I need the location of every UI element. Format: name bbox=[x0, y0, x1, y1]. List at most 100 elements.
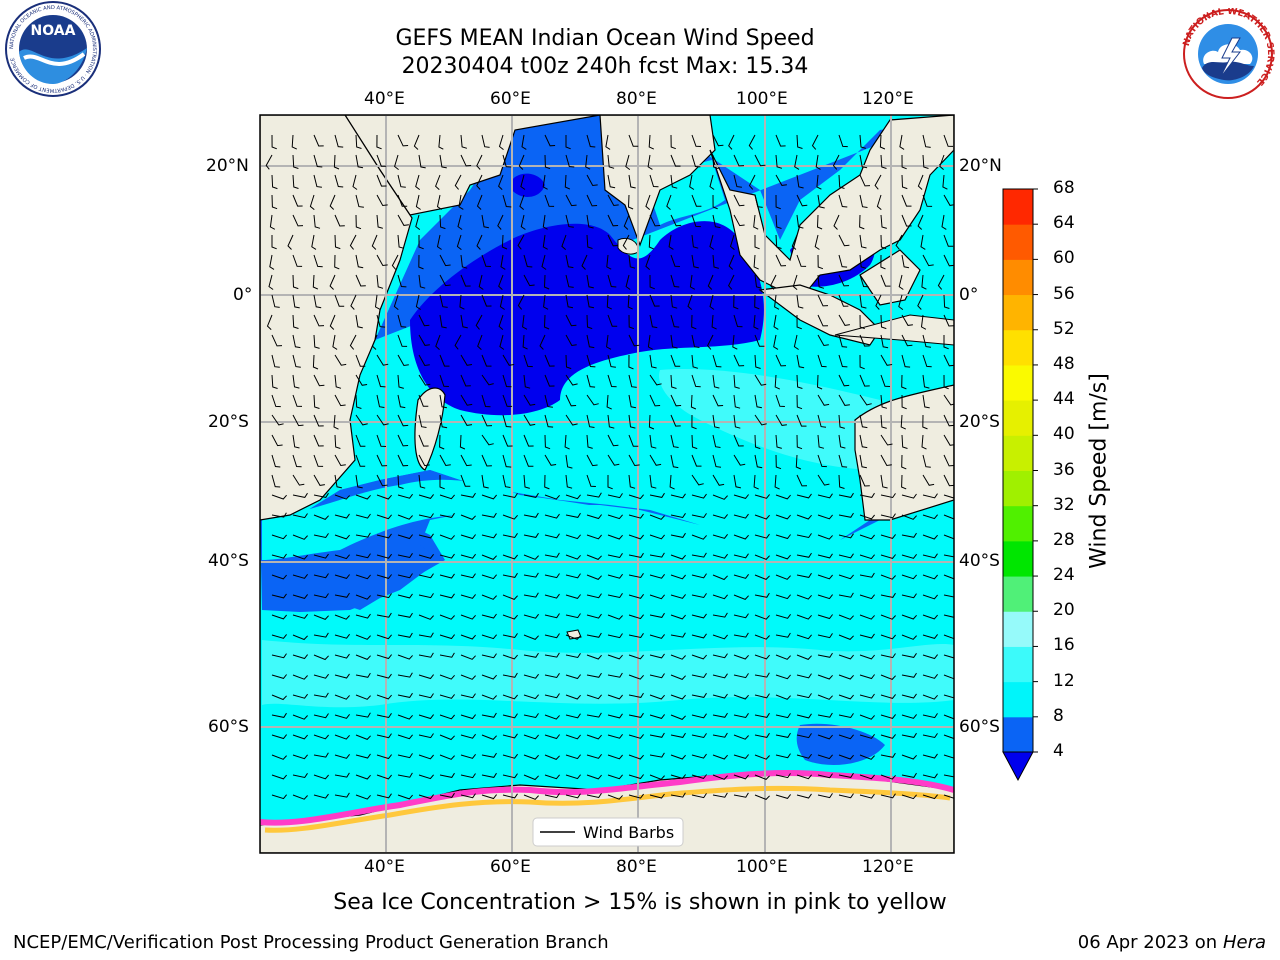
wind-barb bbox=[859, 274, 869, 288]
wind-barb bbox=[355, 134, 362, 149]
wind-barb bbox=[313, 632, 329, 638]
wind-barb bbox=[586, 374, 596, 388]
wind-barb bbox=[334, 394, 346, 407]
wind-barb bbox=[271, 634, 287, 639]
wind-barb bbox=[313, 654, 329, 661]
wind-barb bbox=[355, 394, 362, 409]
wind-barb bbox=[691, 314, 697, 330]
wind-barb bbox=[649, 534, 665, 540]
wind-barb bbox=[796, 434, 803, 450]
wind-barb bbox=[922, 394, 930, 409]
wind-barb bbox=[292, 654, 308, 660]
wind-barb bbox=[481, 414, 493, 427]
wind-barb bbox=[499, 334, 505, 350]
wind-barb bbox=[313, 214, 321, 229]
wind-barb bbox=[691, 673, 707, 679]
wind-barb bbox=[901, 194, 912, 207]
wind-barb bbox=[606, 254, 612, 270]
wind-barb bbox=[334, 633, 350, 639]
wind-barb bbox=[542, 234, 548, 250]
wind-barb bbox=[880, 614, 896, 620]
wind-barb bbox=[901, 732, 917, 738]
wind-barb bbox=[355, 753, 371, 759]
wind-barb bbox=[292, 274, 299, 290]
wind-barb bbox=[565, 354, 572, 370]
wind-barb bbox=[859, 154, 868, 169]
wind-barb bbox=[754, 414, 767, 426]
wind-barb bbox=[271, 354, 280, 368]
wind-barb bbox=[775, 174, 787, 186]
wind-barb bbox=[586, 632, 602, 638]
wind-barb bbox=[292, 194, 303, 207]
wind-barb bbox=[607, 654, 623, 660]
wind-barb bbox=[334, 474, 343, 489]
wind-barb bbox=[376, 514, 392, 520]
wind-barb bbox=[502, 773, 518, 779]
wind-barb bbox=[880, 254, 886, 270]
wind-barb bbox=[670, 254, 681, 267]
wind-barb bbox=[775, 434, 782, 449]
wind-barb bbox=[292, 534, 308, 540]
wind-barb bbox=[733, 454, 746, 466]
wind-barb bbox=[292, 492, 308, 498]
colorbar-tick-label: 4 bbox=[1053, 741, 1064, 761]
wind-barb bbox=[565, 653, 581, 659]
colorbar-tick-label: 16 bbox=[1053, 635, 1075, 656]
wind-barb bbox=[397, 234, 405, 249]
wind-barb bbox=[502, 672, 518, 678]
wind-barb bbox=[796, 514, 812, 520]
wind-barb bbox=[859, 414, 868, 429]
lat-tick-left-20s: 20°S bbox=[208, 412, 249, 432]
wind-barb bbox=[607, 694, 623, 700]
wind-barb bbox=[753, 474, 759, 490]
wind-barb bbox=[754, 794, 770, 800]
wind-barb bbox=[376, 553, 392, 559]
wind-barb bbox=[376, 612, 392, 618]
wind-barb bbox=[922, 493, 938, 499]
wind-barb bbox=[691, 654, 707, 660]
wind-barb bbox=[271, 414, 284, 426]
wind-barb bbox=[817, 474, 830, 486]
wind-barb bbox=[691, 613, 707, 619]
wind-barb bbox=[775, 394, 785, 407]
wind-barb bbox=[859, 174, 871, 187]
wind-barb bbox=[481, 674, 497, 680]
wind-barb bbox=[733, 354, 745, 367]
wind-barb bbox=[313, 474, 325, 486]
colorbar-segments bbox=[1003, 189, 1033, 753]
wind-barb bbox=[376, 194, 388, 207]
wind-barb bbox=[922, 474, 935, 486]
wind-barb bbox=[475, 314, 483, 330]
wind-barb bbox=[712, 732, 728, 738]
wind-barb bbox=[628, 314, 635, 330]
lon-tick-bottom-120: 120°E bbox=[862, 857, 914, 877]
wind-barb bbox=[607, 672, 623, 678]
wind-barb bbox=[544, 714, 560, 720]
wind-barb bbox=[817, 354, 827, 368]
wind-barb bbox=[334, 214, 345, 227]
wind-barb bbox=[649, 374, 662, 386]
wind-barb bbox=[271, 774, 287, 780]
wind-barb bbox=[728, 134, 735, 150]
wind-barb bbox=[901, 374, 907, 390]
wind-barb bbox=[519, 194, 525, 210]
footer-machine: Hera bbox=[1222, 932, 1266, 953]
wind-barb bbox=[606, 394, 612, 410]
wind-barb bbox=[435, 334, 441, 350]
wind-barb bbox=[838, 314, 850, 326]
wind-barb bbox=[922, 654, 938, 660]
wind-barb bbox=[481, 574, 497, 580]
wind-barb bbox=[628, 614, 644, 620]
wind-barb bbox=[439, 475, 445, 490]
wind-barb bbox=[523, 652, 539, 658]
wind-barb bbox=[517, 294, 525, 310]
wind-barb bbox=[292, 594, 308, 599]
wind-barb bbox=[691, 633, 707, 639]
wind-barb bbox=[838, 454, 848, 468]
wind-barb bbox=[439, 254, 451, 267]
wind-barb bbox=[838, 394, 850, 406]
wind-barb bbox=[397, 692, 413, 698]
wind-barb bbox=[499, 294, 505, 310]
wind-barb bbox=[607, 774, 623, 780]
wind-barb bbox=[415, 194, 421, 210]
